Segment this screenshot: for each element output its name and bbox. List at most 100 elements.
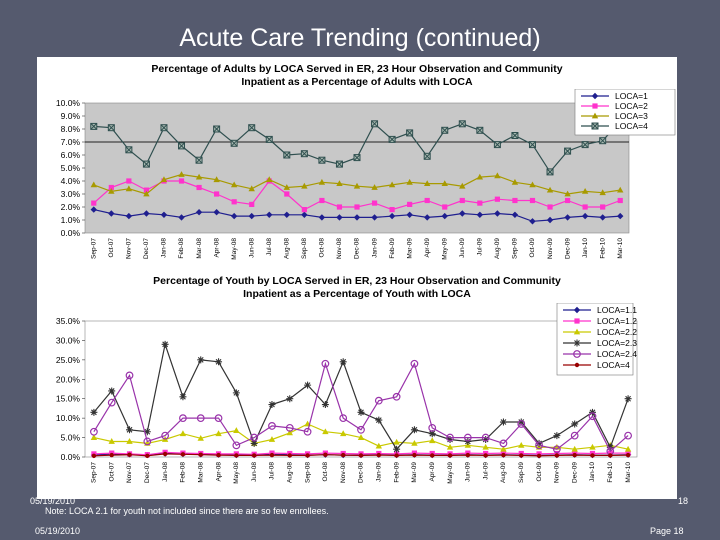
youth-data-point bbox=[463, 433, 472, 442]
adult-ytick-label: 0.0% bbox=[61, 228, 81, 238]
adult-xtick-label: Oct-07 bbox=[108, 238, 115, 258]
youth-data-point bbox=[624, 431, 632, 440]
adult-data-point bbox=[442, 204, 448, 210]
adult-data-point bbox=[353, 154, 361, 162]
adult-xtick-label: Sep-07 bbox=[90, 238, 97, 259]
youth-data-point bbox=[286, 429, 293, 436]
adult-plot-area bbox=[84, 102, 630, 234]
youth-xtick-label: Feb-10 bbox=[607, 462, 614, 483]
adult-data-point bbox=[388, 135, 396, 143]
youth-legend: LOCA=1.1LOCA=1.2LOCA=2.2LOCA=2.3LOCA=2.4… bbox=[556, 303, 637, 376]
youth-data-point bbox=[340, 452, 346, 458]
adult-data-point bbox=[529, 181, 536, 188]
adult-data-point bbox=[441, 212, 448, 220]
adult-series-1 bbox=[91, 178, 623, 213]
youth-data-point bbox=[536, 453, 542, 459]
youth-data-point bbox=[535, 441, 543, 450]
adult-data-point bbox=[546, 186, 554, 193]
adult-ytick-label: 9.0% bbox=[61, 111, 81, 121]
adult-data-point bbox=[126, 178, 132, 184]
adult-data-point bbox=[283, 151, 291, 159]
adult-data-point bbox=[547, 204, 553, 210]
youth-data-point bbox=[624, 395, 632, 403]
adult-ytick-label: 10.0% bbox=[56, 98, 81, 108]
adult-data-point-cross bbox=[423, 152, 431, 160]
youth-data-point bbox=[358, 453, 364, 458]
youth-data-point bbox=[357, 408, 365, 416]
youth-data-point bbox=[429, 437, 436, 444]
adult-data-point bbox=[160, 176, 168, 183]
adult-legend-label: LOCA=2 bbox=[615, 101, 648, 111]
adult-xtick-label: Sep-08 bbox=[301, 238, 308, 259]
adult-xtick-label: Jun-09 bbox=[459, 238, 466, 258]
adult-data-point bbox=[125, 185, 133, 192]
youth-data-point bbox=[143, 437, 152, 446]
adult-data-point-cross bbox=[388, 136, 396, 143]
youth-data-point bbox=[339, 358, 347, 366]
adult-data-point bbox=[458, 120, 466, 128]
youth-xtick-label: Aug-08 bbox=[286, 462, 293, 483]
adult-data-point bbox=[476, 173, 484, 180]
adult-data-point bbox=[248, 124, 256, 132]
youth-data-point bbox=[554, 453, 560, 458]
adult-data-point bbox=[599, 189, 606, 196]
adult-data-point-cross bbox=[441, 126, 449, 134]
adult-data-point bbox=[388, 181, 396, 188]
youth-data-point bbox=[446, 433, 454, 442]
adult-data-point bbox=[230, 212, 238, 220]
adult-data-point bbox=[599, 137, 607, 145]
adult-data-point bbox=[160, 211, 168, 218]
adult-data-point bbox=[389, 207, 395, 213]
youth-legend-marker bbox=[573, 306, 581, 314]
chart-panel: Percentage of Adults by LOCA Served in E… bbox=[37, 57, 677, 499]
adult-data-point bbox=[266, 176, 273, 183]
youth-data-point bbox=[517, 420, 526, 428]
adult-data-point bbox=[142, 160, 150, 168]
adult-xtick-label: Jan-08 bbox=[161, 238, 168, 258]
adult-xtick-label: Apr-09 bbox=[424, 238, 431, 258]
youth-legend-marker bbox=[574, 362, 580, 368]
youth-data-point bbox=[428, 423, 437, 432]
adult-data-point bbox=[160, 124, 168, 132]
youth-data-point bbox=[145, 453, 150, 459]
adult-data-point bbox=[90, 206, 97, 213]
adult-ytick-label: 7.0% bbox=[61, 137, 81, 147]
youth-data-point bbox=[250, 433, 259, 442]
youth-data-point bbox=[251, 453, 257, 458]
adult-data-point bbox=[230, 181, 238, 188]
adult-data-point bbox=[353, 214, 361, 221]
youth-data-point bbox=[233, 427, 240, 433]
youth-data-point bbox=[161, 431, 170, 440]
adult-data-point bbox=[301, 207, 307, 213]
youth-data-point bbox=[323, 452, 328, 457]
youth-ytick-label: 15.0% bbox=[56, 394, 81, 404]
adult-data-point bbox=[125, 146, 133, 154]
youth-data-point bbox=[553, 432, 561, 440]
slide-number: 18 bbox=[678, 496, 689, 506]
youth-data-point bbox=[410, 426, 418, 434]
adult-data-point bbox=[213, 176, 220, 183]
youth-data-point bbox=[161, 340, 169, 348]
adult-data-point-cross bbox=[125, 146, 133, 154]
youth-xtick-label: Sep-08 bbox=[304, 462, 311, 483]
youth-data-point bbox=[108, 387, 116, 395]
adult-data-point bbox=[476, 126, 484, 134]
youth-xtick-label: Aug-09 bbox=[500, 462, 507, 483]
adult-legend-marker bbox=[591, 92, 599, 100]
youth-data-point bbox=[608, 453, 613, 458]
adult-data-point-cross bbox=[213, 125, 220, 133]
adult-legend-marker-cross bbox=[591, 122, 599, 130]
adult-data-point-cross bbox=[546, 168, 554, 176]
adult-loca-chart: 0.0% 1.0% 2.0% 3.0% 4.0% 5.0% 6.0% 7.0% 8.0% 9.0%… bbox=[56, 89, 676, 260]
youth-data-point bbox=[588, 412, 597, 421]
youth-chart-title: Percentage of Youth by LOCA Served in ER… bbox=[37, 275, 677, 301]
adult-data-point bbox=[335, 160, 343, 168]
adult-data-point bbox=[90, 122, 98, 130]
youth-data-point bbox=[287, 453, 292, 458]
adult-data-point-cross bbox=[599, 137, 607, 145]
youth-chart-title-line2: Inpatient as a Percentage of Youth with … bbox=[243, 288, 471, 300]
adult-data-point bbox=[107, 124, 115, 132]
adult-xtick-label: Feb-08 bbox=[178, 238, 185, 259]
adult-data-point-cross bbox=[107, 124, 115, 132]
adult-data-point bbox=[600, 204, 606, 210]
